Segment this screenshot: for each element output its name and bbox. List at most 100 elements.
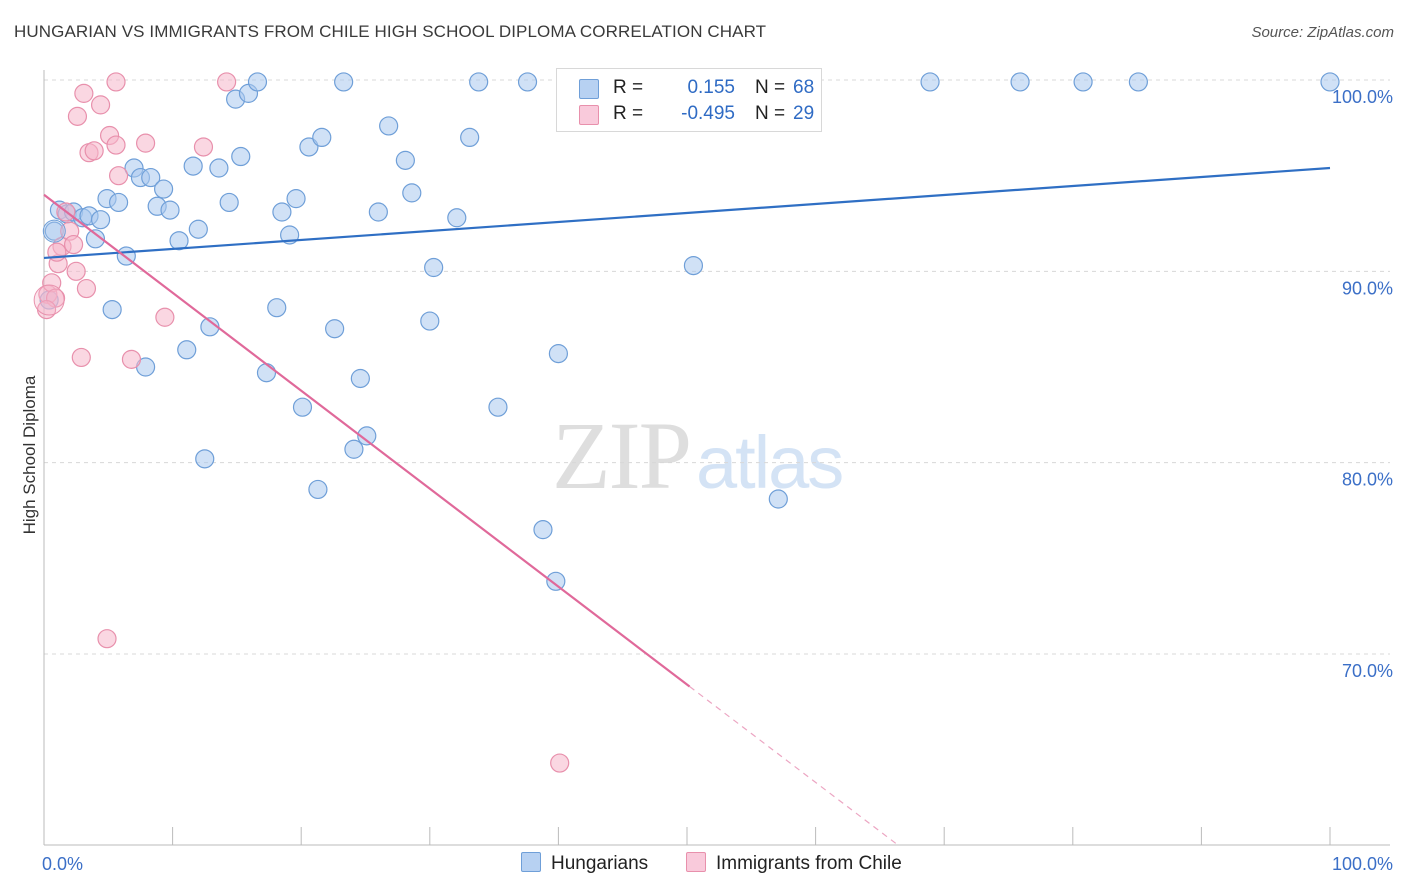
hungarian-point (308, 479, 328, 500)
legend-item-hungarians: Hungarians (521, 852, 648, 875)
pink-swatch-icon (579, 105, 599, 125)
chile-point (66, 261, 86, 281)
hungarian-point (548, 344, 569, 364)
hungarian-point (683, 255, 704, 276)
hungarian-point (209, 158, 229, 178)
hungarian-cluster-point (42, 219, 66, 243)
pink-swatch-icon (686, 852, 706, 872)
chile-trend-line (43, 193, 691, 688)
hungarian-point (325, 319, 345, 339)
hungarian-point (420, 311, 440, 331)
chile-point (106, 72, 126, 92)
hungarian-point (424, 257, 444, 278)
x-tick-label: 100.0% (1332, 854, 1393, 874)
hungarian-point (195, 449, 215, 469)
hungarian-point (160, 200, 180, 220)
hungarian-point (402, 183, 422, 203)
chile-point (193, 137, 214, 157)
chile-point (67, 106, 88, 126)
chile-point (90, 95, 111, 115)
hungarian-point (219, 192, 239, 213)
hungarian-point (344, 439, 364, 459)
watermark-atlas: atlas (696, 421, 844, 504)
hungarian-point (108, 192, 129, 213)
chile-point (121, 349, 142, 369)
chile-point (71, 347, 91, 368)
chile-point (74, 83, 94, 103)
hungarian-point (267, 298, 287, 318)
x-tick-label: 0.0% (42, 854, 83, 874)
hungarian-point (292, 397, 313, 417)
hungarian-point (299, 137, 319, 157)
hungarian-point (256, 363, 277, 383)
hungarian-point (247, 72, 268, 92)
y-tick-label: 80.0% (1342, 470, 1393, 490)
chile-point (97, 629, 117, 649)
hungarian-point (517, 72, 538, 92)
hungarian-point (102, 300, 122, 320)
hungarian-point (546, 571, 566, 591)
legend-item-chile: Immigrants from Chile (686, 852, 902, 875)
r-label: R = (613, 103, 644, 124)
hungarian-point (920, 72, 940, 92)
hungarian-point (1010, 72, 1030, 92)
n-label: N = (755, 77, 786, 98)
hungarian-point (469, 72, 489, 92)
hungarian-point (1128, 72, 1148, 92)
chile-trend-extrapolation (689, 686, 899, 846)
chile-point (63, 234, 84, 255)
hungarian-point (768, 489, 788, 509)
hungarian-point (90, 210, 111, 230)
watermark-zip: ZIP (552, 402, 692, 509)
hungarian-point (272, 202, 292, 222)
chile-point (106, 135, 126, 155)
chile-point (217, 72, 237, 92)
chart-title: HUNGARIAN VS IMMIGRANTS FROM CHILE HIGH … (14, 22, 767, 41)
chile-point (550, 753, 570, 773)
hungarian-point (368, 202, 388, 222)
chile-point (84, 141, 104, 161)
hungarian-point (312, 127, 332, 147)
hungarian-point (533, 520, 553, 540)
hungarian-point (231, 146, 251, 167)
hungarian-point (447, 208, 467, 228)
hungarian-point (183, 156, 203, 176)
r-value: -0.495 (681, 103, 735, 124)
y-tick-label: 70.0% (1342, 661, 1393, 681)
hungarian-trend-line (43, 166, 1331, 260)
r-value: 0.155 (687, 77, 735, 98)
hungarian-point (153, 179, 174, 199)
n-label: N = (755, 103, 786, 124)
hungarian-point (395, 150, 415, 170)
hungarian-point (286, 189, 306, 209)
hungarian-point (350, 368, 370, 389)
hungarian-point (488, 397, 508, 417)
hungarian-point (188, 219, 208, 239)
hungarian-point (1073, 72, 1093, 92)
y-tick-label: 90.0% (1342, 278, 1393, 298)
hungarian-point (334, 72, 354, 92)
hungarian-point (1320, 72, 1340, 92)
n-value: 68 (793, 77, 815, 98)
hungarian-point (379, 116, 399, 136)
hungarian-point (141, 167, 161, 188)
stats-legend: R = 0.155 N = 68 R = -0.495 N = 29 (556, 68, 822, 132)
chile-point (155, 307, 175, 327)
watermark: ZIPatlas (552, 400, 844, 511)
n-value: 29 (793, 103, 815, 124)
chile-point (76, 278, 97, 299)
r-label: R = (613, 77, 644, 98)
legend-label-hungarians: Hungarians (551, 853, 649, 874)
hungarian-point (177, 340, 197, 360)
blue-swatch-icon (521, 852, 541, 872)
legend-label-chile: Immigrants from Chile (716, 853, 902, 874)
chile-cluster-point (33, 284, 65, 316)
chile-point (135, 133, 156, 153)
hungarian-point (357, 426, 377, 446)
hungarian-point (460, 127, 480, 147)
hungarian-point (169, 231, 189, 251)
blue-swatch-icon (579, 79, 599, 99)
y-tick-label: 100.0% (1332, 87, 1393, 107)
chile-point (108, 166, 129, 186)
